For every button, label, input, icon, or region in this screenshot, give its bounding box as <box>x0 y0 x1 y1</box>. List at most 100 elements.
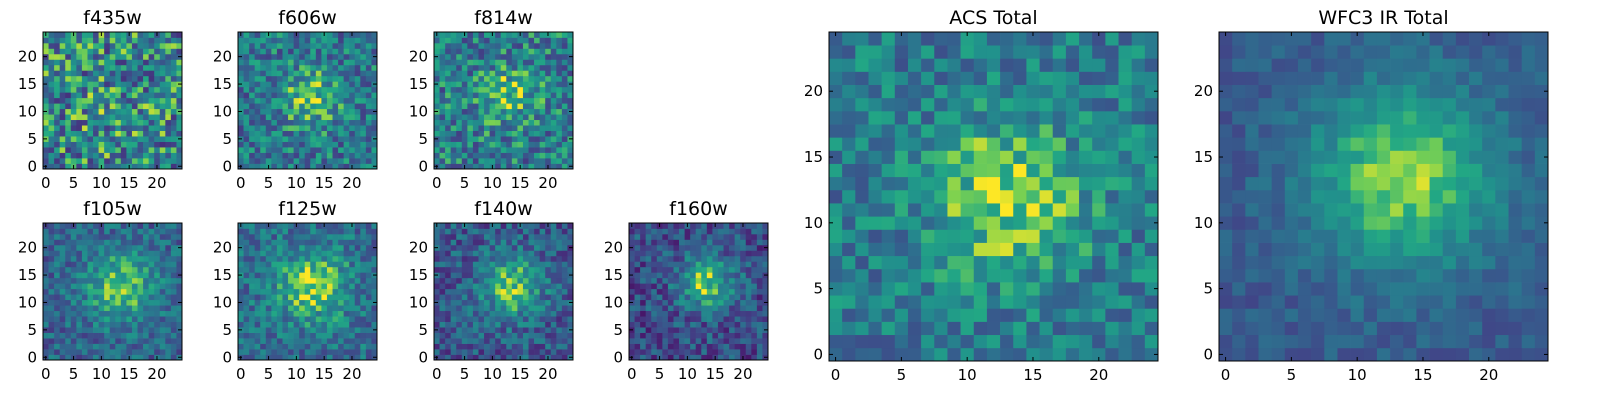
heatmap-cell <box>478 48 485 55</box>
heatmap-cell <box>332 70 339 77</box>
heatmap-cell <box>762 250 769 257</box>
heatmap-cell <box>667 294 674 301</box>
heatmap-cell <box>855 308 869 322</box>
heatmap-cell <box>629 228 635 235</box>
heatmap-cell <box>176 305 183 312</box>
heatmap-cell <box>511 223 518 229</box>
heatmap-cell <box>467 42 474 49</box>
heatmap-cell <box>137 261 144 268</box>
heatmap-cell <box>439 354 446 361</box>
heatmap-cell <box>59 338 66 344</box>
heatmap-cell <box>338 327 344 333</box>
heatmap-cell <box>338 37 344 44</box>
heatmap-cell <box>76 261 83 268</box>
heatmap-cell <box>534 64 540 71</box>
heatmap-cell <box>734 349 741 355</box>
heatmap-cell <box>517 152 524 159</box>
heatmap-cell <box>332 305 339 312</box>
heatmap-cell <box>561 152 568 159</box>
heatmap-cell <box>321 108 328 115</box>
heatmap-cell <box>159 97 166 104</box>
heatmap-cell <box>126 130 133 137</box>
heatmap-cell <box>472 152 479 159</box>
heatmap-cell <box>717 299 724 306</box>
heatmap-cell <box>254 332 261 339</box>
heatmap-cell <box>170 53 177 60</box>
heatmap-cell <box>137 223 144 229</box>
heatmap-cell <box>304 59 311 66</box>
heatmap-cell <box>881 216 896 230</box>
y-tick-label: 20 <box>18 239 37 257</box>
heatmap-cell <box>59 48 66 55</box>
heatmap-cell <box>511 59 518 66</box>
heatmap-cell <box>528 239 535 246</box>
heatmap-cell <box>87 97 94 104</box>
heatmap-cell <box>439 37 446 44</box>
heatmap-cell <box>567 147 574 153</box>
heatmap-cell <box>159 233 166 240</box>
heatmap-cell <box>534 305 540 312</box>
heatmap-cell <box>48 294 55 301</box>
heatmap-cell <box>762 338 769 344</box>
heatmap-cell <box>907 163 922 178</box>
heatmap-cell <box>484 305 490 312</box>
heatmap-cell <box>556 299 563 306</box>
heatmap-cell <box>54 70 61 77</box>
heatmap-cell <box>1000 308 1014 322</box>
heatmap-cell <box>265 119 272 126</box>
heatmap-cell <box>511 349 518 355</box>
heatmap-cell <box>76 136 83 142</box>
heatmap-cell <box>445 42 452 49</box>
heatmap-cell <box>265 305 272 312</box>
heatmap-cell <box>154 108 161 115</box>
heatmap-cell <box>304 32 311 38</box>
heatmap-cell <box>310 299 317 306</box>
heatmap-cell <box>656 266 663 273</box>
heatmap-cell <box>154 327 161 333</box>
heatmap-cell <box>495 42 502 49</box>
heatmap-cell <box>120 277 127 284</box>
heatmap-cell <box>65 147 72 153</box>
heatmap-cell <box>484 266 490 273</box>
heatmap-cell <box>48 119 55 126</box>
heatmap-cell <box>159 354 166 361</box>
heatmap-cell <box>439 59 446 66</box>
heatmap-cell <box>310 81 317 88</box>
heatmap-cell <box>98 255 105 262</box>
heatmap-cell <box>260 42 267 49</box>
heatmap-cell <box>534 266 540 273</box>
heatmap-cell <box>115 32 122 38</box>
heatmap-cell <box>500 299 507 306</box>
heatmap-cell <box>517 130 524 137</box>
heatmap-cell <box>299 327 306 333</box>
heatmap-cell <box>478 255 485 262</box>
heatmap-cell <box>467 332 474 339</box>
heatmap-cell <box>304 277 311 284</box>
heatmap-cell <box>154 250 161 257</box>
heatmap-cell <box>349 75 356 82</box>
heatmap-cell <box>115 64 122 71</box>
heatmap-cell <box>271 158 278 164</box>
heatmap-cell <box>293 141 300 148</box>
heatmap-cell <box>360 81 367 88</box>
heatmap-cell <box>690 305 697 312</box>
heatmap-cell <box>756 321 763 328</box>
heatmap-cell <box>717 255 724 262</box>
heatmap-cell <box>104 272 111 279</box>
heatmap-cell <box>354 228 361 235</box>
heatmap-cell <box>332 81 339 88</box>
heatmap-cell <box>550 103 557 110</box>
heatmap-cell <box>165 158 172 164</box>
heatmap-cell <box>868 268 882 283</box>
heatmap-cell <box>881 321 896 336</box>
heatmap-cell <box>712 283 719 290</box>
heatmap-cell <box>276 250 283 257</box>
heatmap-cell <box>556 114 563 121</box>
heatmap-cell <box>567 277 574 284</box>
heatmap-cell <box>445 349 452 355</box>
heatmap-cell <box>550 266 557 273</box>
heatmap-cell <box>456 97 463 104</box>
heatmap-cell <box>165 163 172 170</box>
heatmap-cell <box>126 81 133 88</box>
y-tick-label: 0 <box>27 348 37 366</box>
